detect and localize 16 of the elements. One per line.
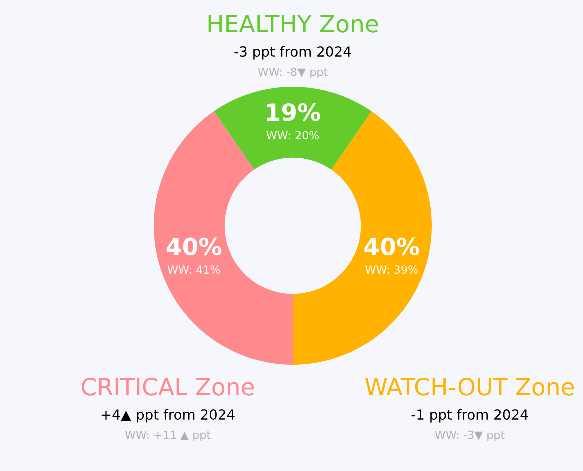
- text: WW: -3▼ ppt: [435, 430, 505, 442]
- text: WW: 39%: [366, 266, 418, 274]
- data-label: 40%: [364, 238, 420, 256]
- text: WW: 20%: [266, 131, 320, 140]
- text: -1 ppt from 2024: [412, 409, 528, 423]
- text: WW: -8▼ ppt: [258, 68, 328, 78]
- slice-label: CRITICAL Zone: [82, 378, 254, 396]
- text: -3 ppt from 2024: [234, 46, 352, 60]
- text: +4▲ ppt from 2024: [102, 409, 235, 423]
- text: WW: +11 ▲ ppt: [125, 430, 211, 442]
- data-label: 19%: [267, 103, 321, 122]
- text: WW: 41%: [168, 266, 220, 274]
- data-label: 40%: [166, 238, 222, 256]
- donut-slice: [214, 87, 372, 170]
- slice-label: HEALTHY Zone: [208, 15, 378, 33]
- slice-label: WATCH-OUT Zone: [365, 378, 574, 396]
